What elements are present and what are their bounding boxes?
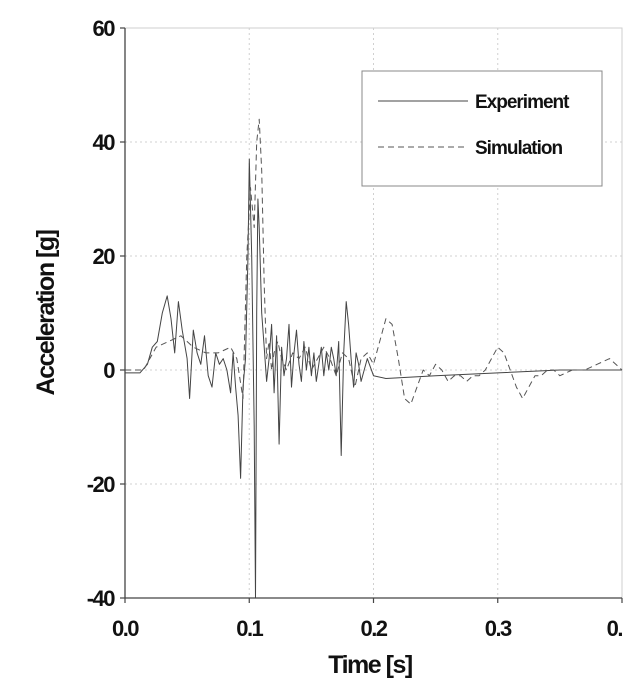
x-tick-label-0: 0.0 <box>112 616 139 641</box>
y-tick-label-0: -40 <box>87 586 116 611</box>
tick-labels: 0.0 0.1 0.2 0.3 0. -40 -20 0 20 40 60 <box>87 16 624 641</box>
y-tick-label-2: 0 <box>103 358 115 383</box>
legend: Experiment Simulation <box>361 70 603 187</box>
x-tick-label-1: 0.1 <box>236 616 263 641</box>
x-tick-label-3: 0.3 <box>485 616 512 641</box>
y-tick-label-5: 60 <box>93 16 116 41</box>
x-tick-label-2: 0.2 <box>360 616 387 641</box>
y-axis-title: Acceleration [g] <box>32 230 60 395</box>
x-tick-label-4: 0. <box>607 616 623 641</box>
legend-label-simulation: Simulation <box>475 138 563 159</box>
series-group <box>125 118 623 599</box>
legend-box <box>361 70 603 187</box>
legend-label-experiment: Experiment <box>475 92 570 113</box>
y-tick-label-3: 20 <box>93 244 116 269</box>
y-tick-label-4: 40 <box>93 130 116 155</box>
x-axis-title: Time [s] <box>328 651 412 679</box>
series-line-experiment <box>125 158 622 599</box>
series-line-simulation <box>125 118 623 405</box>
y-tick-label-1: -20 <box>87 472 116 497</box>
